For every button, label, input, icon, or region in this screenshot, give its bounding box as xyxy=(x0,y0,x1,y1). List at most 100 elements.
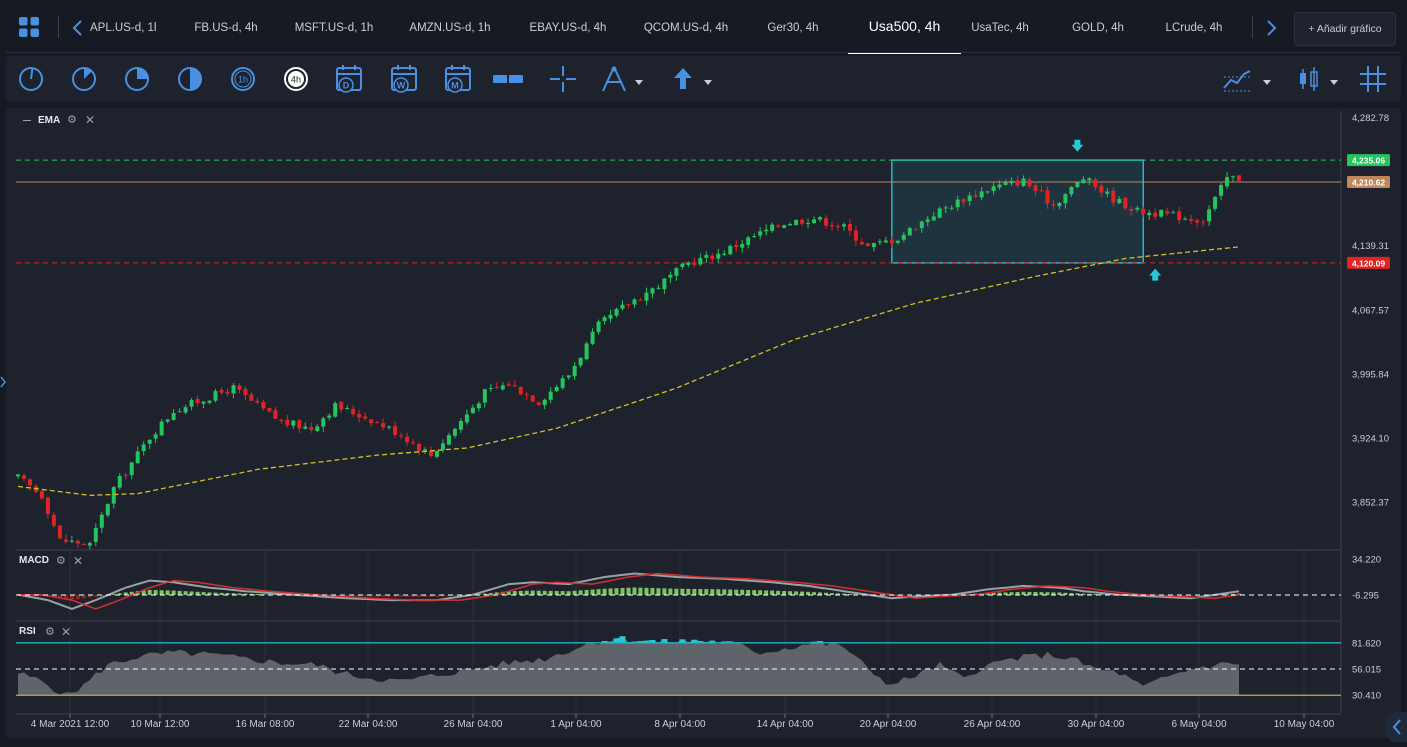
bear-candle xyxy=(225,392,229,394)
bull-candle xyxy=(968,196,972,202)
macd-histogram-bar xyxy=(597,589,601,595)
bull-candle xyxy=(142,444,146,451)
bear-candle xyxy=(363,416,367,418)
arrow-marker-dropdown-icon[interactable] xyxy=(703,74,713,84)
indicators-dropdown-icon[interactable] xyxy=(1262,74,1272,84)
ema-settings-icon[interactable]: ⚙ xyxy=(67,113,77,126)
timeframe-5m-icon[interactable] xyxy=(69,64,99,94)
timeframe-15m-icon[interactable] xyxy=(122,64,152,94)
bear-candle xyxy=(692,263,696,265)
tab-ger30[interactable]: Ger30, 4h xyxy=(761,0,825,52)
chart-type-dropdown-icon[interactable] xyxy=(1329,74,1339,84)
indicators-icon[interactable] xyxy=(1222,64,1252,94)
bull-candle xyxy=(782,225,786,228)
tab-apl-us-d[interactable]: APL.US-d, 1h xyxy=(90,0,156,52)
add-chart-button[interactable]: + Añadir gráfico xyxy=(1294,12,1396,46)
macd-histogram-bar xyxy=(549,591,553,595)
timeframe-1h-icon[interactable]: 1h xyxy=(228,64,258,94)
tabs-scroll-right-icon[interactable] xyxy=(1264,19,1278,37)
bear-candle xyxy=(28,479,32,485)
range-tool-icon[interactable] xyxy=(493,64,523,94)
chart-canvas[interactable]: 4,235.064,210.624,120.094,282.784,139.31… xyxy=(6,108,1401,738)
bull-candle xyxy=(453,429,457,436)
ema-collapse-icon[interactable] xyxy=(23,120,31,121)
bear-candle xyxy=(824,218,828,225)
bull-candle xyxy=(573,366,577,376)
macd-histogram-bar xyxy=(435,595,439,597)
rsi-area xyxy=(18,636,1239,695)
rsi-axis-label: 30.410 xyxy=(1352,691,1381,702)
bull-candle xyxy=(130,462,134,475)
macd-histogram-bar xyxy=(621,588,625,595)
bull-candle xyxy=(1087,178,1091,180)
chart-type-candles-icon[interactable] xyxy=(1294,64,1324,94)
bear-candle xyxy=(974,195,978,197)
bear-candle xyxy=(297,420,301,428)
tab-fb-us-d[interactable]: FB.US-d, 4h xyxy=(186,0,266,52)
bear-candle xyxy=(273,410,277,419)
period-monthly-icon[interactable]: M xyxy=(443,64,473,94)
bear-candle xyxy=(525,394,529,395)
bull-candle xyxy=(926,219,930,222)
timeframe-30m-icon[interactable] xyxy=(175,64,205,94)
period-daily-icon[interactable]: D xyxy=(334,64,364,94)
bull-candle xyxy=(231,385,235,393)
bear-candle xyxy=(82,544,86,545)
bull-candle xyxy=(178,411,182,412)
tabs-scroll-left-icon[interactable] xyxy=(71,19,85,37)
bull-candle xyxy=(471,408,475,414)
bear-candle xyxy=(1177,211,1181,220)
macd-histogram-bar xyxy=(668,589,672,595)
macd-histogram-bar xyxy=(154,590,158,595)
arrow-marker-icon[interactable] xyxy=(668,64,698,94)
bull-candle xyxy=(327,416,331,418)
ema-close-icon[interactable]: ✕ xyxy=(85,113,95,127)
bull-candle xyxy=(190,400,194,407)
bear-candle xyxy=(124,475,128,476)
bear-candle xyxy=(1201,222,1205,223)
timeframe-4h-icon[interactable]: 4h xyxy=(281,64,311,94)
tab-qcom-us-d[interactable]: QCOM.US-d, 4h xyxy=(643,0,729,52)
tab-ebay-us-d[interactable]: EBAY.US-d, 4h xyxy=(526,0,610,52)
bull-candle xyxy=(214,391,218,401)
bear-candle xyxy=(381,423,385,427)
tab-usatec[interactable]: UsaTec, 4h xyxy=(963,0,1037,52)
bear-candle xyxy=(513,385,517,386)
consolidation-box[interactable] xyxy=(892,160,1143,263)
draw-tools-icon[interactable] xyxy=(599,64,629,94)
timeframe-1m-icon[interactable] xyxy=(16,64,46,94)
draw-tools-dropdown-icon[interactable] xyxy=(634,74,644,84)
macd-settings-icon[interactable]: ⚙ xyxy=(56,554,66,567)
bull-candle xyxy=(1081,179,1085,183)
grid-toggle-icon[interactable] xyxy=(1358,64,1388,94)
right-panel-expand-icon[interactable] xyxy=(1386,712,1407,742)
bull-candle xyxy=(1117,199,1121,203)
tab-lcrude[interactable]: LCrude, 4h xyxy=(1156,0,1232,52)
bull-candle xyxy=(680,264,684,267)
crosshair-icon[interactable] xyxy=(548,64,578,94)
tab-amzn-us-d[interactable]: AMZN.US-d, 1h xyxy=(406,0,494,52)
period-weekly-icon[interactable]: W xyxy=(389,64,419,94)
bull-candle xyxy=(1147,213,1151,215)
rsi-close-icon[interactable]: ✕ xyxy=(61,625,71,639)
bull-candle xyxy=(387,427,391,428)
tab-msft-us-d[interactable]: MSFT.US-d, 1h xyxy=(292,0,376,52)
macd-histogram-bar xyxy=(627,588,631,595)
bull-candle xyxy=(788,224,792,225)
rsi-settings-icon[interactable]: ⚙ xyxy=(45,625,55,638)
bull-candle xyxy=(1063,194,1067,203)
bull-candle xyxy=(555,387,559,391)
time-axis-label: 26 Apr 04:00 xyxy=(964,719,1021,730)
bull-candle xyxy=(1004,182,1008,184)
layout-grid-icon[interactable] xyxy=(19,17,39,37)
bull-candle xyxy=(998,185,1002,188)
tab-usa500[interactable]: Usa500, 4h xyxy=(848,0,961,54)
bull-candle xyxy=(477,403,481,408)
left-panel-expand-icon[interactable] xyxy=(0,374,6,390)
tab-gold[interactable]: GOLD, 4h xyxy=(1066,0,1130,52)
tab-bar-separator xyxy=(6,52,1401,53)
macd-histogram-bar xyxy=(800,592,804,595)
macd-close-icon[interactable]: ✕ xyxy=(73,554,83,568)
bear-candle xyxy=(64,540,68,542)
